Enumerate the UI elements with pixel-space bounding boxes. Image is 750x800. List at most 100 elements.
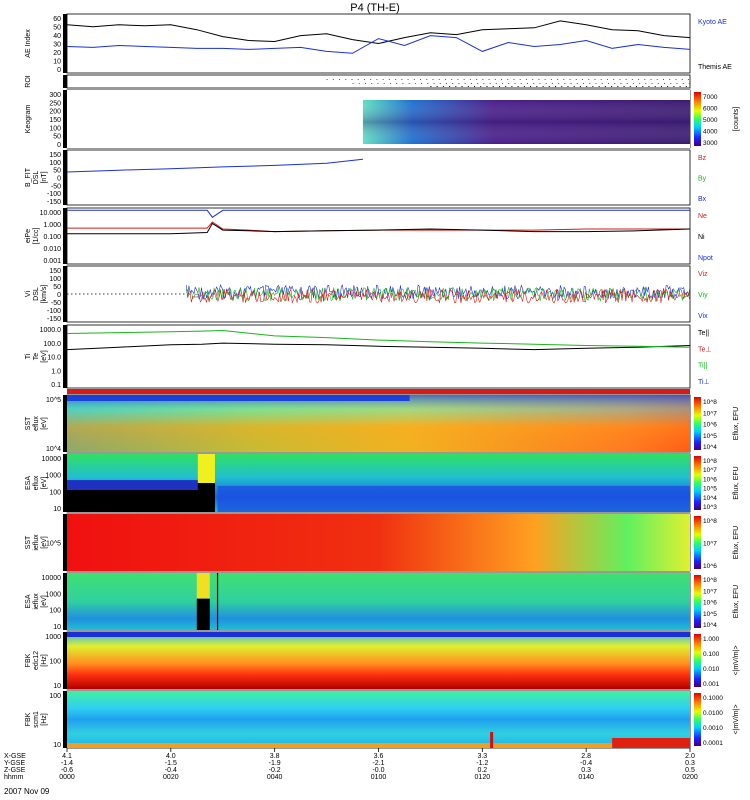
- density-ylabel: eiPe: [25, 229, 32, 243]
- fbk_scm1-ytick: 100: [49, 693, 61, 700]
- roi-dot: [370, 79, 372, 80]
- roi-dot: [396, 83, 398, 84]
- fbk_edc12-spectrogram: [67, 632, 690, 689]
- time-row-label: Z-GSE: [4, 767, 26, 774]
- sst_e_eflux-cbar-tick: 10^7: [703, 410, 717, 417]
- roi-dot: [426, 79, 428, 80]
- ae-ylabel: AE Index: [25, 29, 32, 58]
- ae-ytick: 0: [57, 67, 61, 74]
- roi-dot: [436, 86, 438, 87]
- esa_i_eflux-spectrogram: [67, 573, 690, 630]
- sst-e-top-band: [67, 395, 410, 401]
- roi-dot: [357, 79, 359, 80]
- temperature-ytick: 10.0: [47, 355, 61, 362]
- density-ytick: 0.010: [43, 246, 61, 253]
- keogram-ytick: 150: [49, 117, 61, 124]
- roi-dot: [339, 79, 341, 80]
- fbk_edc12-ylabel: edc12: [33, 651, 40, 670]
- roi-dot: [326, 79, 328, 80]
- roi-dot: [467, 86, 469, 87]
- temperature-legend-entry: Ti⊥: [698, 379, 710, 386]
- bfit-ytick: 0: [57, 176, 61, 183]
- sst_e_eflux-ylabel: eflux: [33, 416, 40, 431]
- roi-dot: [525, 79, 527, 80]
- roi-dot: [452, 83, 454, 84]
- velocity-legend-entry: Viy: [698, 292, 708, 299]
- roi-dot: [455, 86, 457, 87]
- roi-dot: [402, 83, 404, 84]
- keogram-ytick: 50: [53, 134, 61, 141]
- esa_i_eflux-ytick: 10: [53, 624, 61, 631]
- roi-dot: [498, 86, 500, 87]
- esa_e_eflux-ytick: 100: [49, 489, 61, 496]
- fbk_edc12-cbar-tick: 0.100: [703, 651, 720, 658]
- plot-title: P4 (TH-E): [350, 2, 400, 14]
- time-row-value: 3.3: [477, 753, 487, 760]
- esa_i_eflux-ylabel: ieflux: [33, 593, 40, 610]
- roi-dot: [502, 83, 504, 84]
- roi-dot: [592, 86, 594, 87]
- velocity-left-edge: [63, 266, 67, 322]
- time-row-value: 0.2: [477, 767, 487, 774]
- roi-dot: [550, 79, 552, 80]
- roi-dot: [458, 83, 460, 84]
- fbk_scm1-cbar-tick: 0.0001: [703, 740, 723, 747]
- esa_e_eflux-cbar-label: Eflux, EFU: [733, 466, 740, 499]
- fbk_scm1-left-edge: [63, 691, 67, 748]
- temperature-left-edge: [63, 325, 67, 388]
- roi-dot: [551, 83, 553, 84]
- roi-dot: [494, 79, 496, 80]
- time-row-value: 0100: [371, 774, 387, 781]
- time-row-value: 4.0: [166, 753, 176, 760]
- bfit-legend-entry: Bz: [698, 155, 707, 162]
- time-row-value: 0020: [163, 774, 179, 781]
- temperature-series-te: [66, 342, 691, 351]
- sst_i_eflux-cbar-label: Eflux, EFU: [733, 526, 740, 559]
- esa-i-burst-yellow: [196, 573, 210, 599]
- bfit-ytick: 150: [49, 152, 61, 159]
- roi-dot: [477, 83, 479, 84]
- time-row-value: -0.0: [372, 767, 384, 774]
- sst_i_eflux-left-edge: [63, 514, 67, 571]
- time-row-value: 3.8: [270, 753, 280, 760]
- roi-dot: [401, 79, 403, 80]
- sst_i_eflux-cbar-tick: 10^8: [703, 518, 717, 525]
- density-legend-entry: Npot: [698, 255, 713, 262]
- time-row-value: 3.6: [374, 753, 384, 760]
- roi-dot: [582, 79, 584, 80]
- fbk-b-corner: [612, 738, 690, 748]
- temperature-frame: [66, 324, 691, 389]
- sst_e_eflux-cbar-label: Eflux, EFU: [733, 407, 740, 440]
- time-row-value: -2.1: [372, 760, 384, 767]
- roi-dot: [461, 86, 463, 87]
- keogram-ytick: 300: [49, 92, 61, 99]
- time-row-value: 0.3: [581, 767, 591, 774]
- roi-dot: [606, 79, 608, 80]
- velocity-series-vy: [186, 286, 691, 302]
- roi-dot: [657, 83, 659, 84]
- velocity-ytick: 150: [49, 268, 61, 275]
- roi-dot: [613, 79, 615, 80]
- roi-dot: [673, 86, 675, 87]
- ae-series-kyotoae: [66, 20, 691, 45]
- esa_i_eflux-ylabel: ESA: [25, 594, 32, 608]
- roi-dot: [600, 79, 602, 80]
- roi-dot: [432, 79, 434, 80]
- time-row-value: 0000: [59, 774, 75, 781]
- esa-e-blue-band: [67, 480, 202, 490]
- esa_e_eflux-cbar-tick: 10^5: [703, 486, 717, 493]
- esa-e-lowE-gap: [67, 489, 202, 512]
- velocity-ylabel: Vi: [25, 291, 32, 298]
- roi-dot: [533, 83, 535, 84]
- roi-dot: [488, 79, 490, 80]
- roi-dot: [681, 79, 683, 80]
- roi-dot: [564, 83, 566, 84]
- bfit-ytick: 100: [49, 160, 61, 167]
- sst_i_eflux-cbar-tick: 10^6: [703, 563, 717, 570]
- roi-left-edge: [63, 75, 67, 88]
- roi-dot: [486, 86, 488, 87]
- roi-dot: [495, 83, 497, 84]
- roi-dot: [530, 86, 532, 87]
- keogram-cbar-tick: 4000: [703, 129, 718, 136]
